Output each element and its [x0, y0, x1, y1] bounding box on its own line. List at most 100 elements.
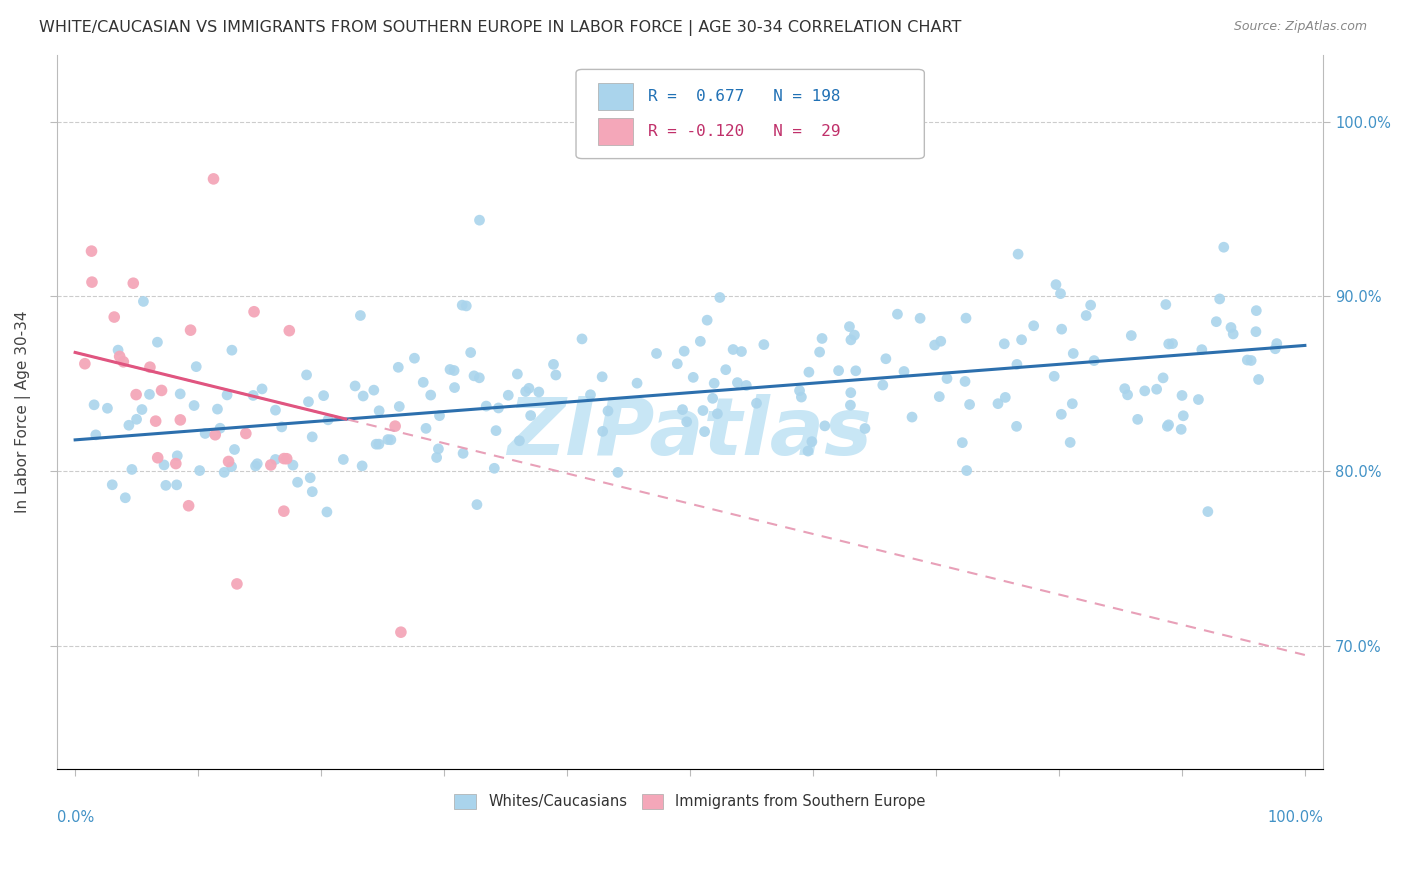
Point: [1059, 435, 1081, 450]
Point: [1050, 407, 1073, 421]
Point: [212, 466, 235, 480]
Point: [377, 433, 399, 447]
Point: [121, 462, 143, 476]
Point: [101, 477, 124, 491]
Point: [429, 409, 451, 423]
Point: [689, 334, 711, 349]
Point: [955, 311, 977, 326]
Point: [131, 402, 153, 417]
Point: [1062, 346, 1084, 360]
Point: [692, 403, 714, 417]
Point: [146, 335, 169, 350]
Point: [415, 421, 437, 435]
Point: [404, 351, 426, 366]
Point: [1083, 353, 1105, 368]
FancyBboxPatch shape: [598, 118, 633, 145]
Point: [460, 345, 482, 359]
Point: [706, 407, 728, 421]
Point: [886, 307, 908, 321]
Point: [155, 478, 177, 492]
Point: [363, 383, 385, 397]
Point: [145, 414, 167, 428]
Point: [316, 413, 339, 427]
Point: [1022, 318, 1045, 333]
Point: [118, 418, 141, 433]
Point: [412, 376, 434, 390]
Point: [221, 343, 243, 358]
Point: [165, 457, 187, 471]
Point: [299, 471, 322, 485]
Point: [844, 328, 866, 343]
Point: [579, 388, 602, 402]
Point: [1246, 303, 1268, 318]
Point: [839, 385, 862, 400]
Point: [682, 370, 704, 384]
Text: 0.0%: 0.0%: [56, 810, 94, 825]
Point: [508, 434, 530, 448]
Point: [169, 413, 191, 427]
Point: [1121, 328, 1143, 343]
Y-axis label: In Labor Force | Age 30-34: In Labor Force | Age 30-34: [15, 310, 31, 513]
Point: [96, 401, 118, 416]
Point: [166, 449, 188, 463]
Point: [80, 244, 103, 259]
Point: [839, 333, 862, 347]
Point: [1049, 286, 1071, 301]
Point: [297, 394, 319, 409]
Point: [186, 359, 208, 374]
Point: [112, 355, 135, 369]
Point: [1062, 397, 1084, 411]
Point: [301, 484, 323, 499]
Point: [1114, 382, 1136, 396]
Point: [1156, 419, 1178, 434]
Point: [1154, 297, 1177, 311]
Point: [125, 387, 148, 401]
Point: [180, 323, 202, 337]
Point: [797, 444, 820, 458]
Point: [188, 464, 211, 478]
Point: [1050, 322, 1073, 336]
Point: [1244, 325, 1267, 339]
Point: [1208, 292, 1230, 306]
Point: [666, 357, 689, 371]
Point: [207, 402, 229, 417]
Legend: Whites/Caucasians, Immigrants from Southern Europe: Whites/Caucasians, Immigrants from South…: [449, 788, 931, 815]
Point: [389, 625, 412, 640]
Point: [468, 213, 491, 227]
Point: [419, 388, 441, 402]
FancyBboxPatch shape: [576, 70, 924, 159]
Point: [1116, 388, 1139, 402]
Point: [872, 378, 894, 392]
Point: [1236, 353, 1258, 368]
Point: [270, 420, 292, 434]
Point: [388, 400, 411, 414]
Point: [671, 402, 693, 417]
Text: ZIPatlas: ZIPatlas: [508, 394, 873, 472]
Point: [506, 367, 529, 381]
Point: [103, 310, 125, 324]
Point: [443, 363, 465, 377]
Point: [1043, 369, 1066, 384]
Point: [465, 498, 488, 512]
Point: [443, 380, 465, 394]
Point: [349, 309, 371, 323]
Point: [797, 365, 820, 379]
Point: [1173, 409, 1195, 423]
Point: [153, 458, 176, 472]
Point: [150, 384, 173, 398]
Point: [1265, 336, 1288, 351]
Point: [218, 454, 240, 468]
Point: [217, 388, 239, 402]
Point: [463, 368, 485, 383]
Point: [1045, 277, 1067, 292]
Point: [721, 343, 744, 357]
Point: [1007, 247, 1029, 261]
Text: R =  0.677   N = 198: R = 0.677 N = 198: [648, 89, 841, 104]
Point: [84, 428, 107, 442]
Point: [789, 384, 811, 398]
Point: [592, 425, 614, 439]
Point: [987, 397, 1010, 411]
Point: [108, 350, 131, 364]
Point: [1080, 298, 1102, 312]
Point: [138, 387, 160, 401]
